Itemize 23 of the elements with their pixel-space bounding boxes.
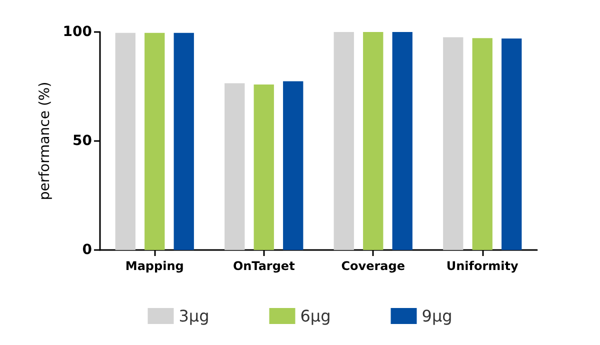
bar (334, 32, 354, 250)
y-axis-title: performance (%) (36, 82, 53, 200)
bar (392, 32, 412, 250)
y-tick-label: 0 (82, 242, 92, 258)
legend-label: 3μg (178, 306, 210, 326)
x-tick-label: Mapping (125, 259, 184, 273)
bar (144, 32, 165, 250)
bar (443, 37, 464, 250)
bar (283, 81, 304, 250)
bar (472, 38, 492, 250)
y-tick-label: 100 (62, 24, 92, 40)
x-tick-label: Coverage (341, 259, 406, 273)
x-tick-label: Uniformity (446, 259, 519, 273)
bar (224, 83, 245, 250)
bar (502, 38, 522, 250)
x-tick-label: OnTarget (232, 259, 296, 273)
bar (115, 32, 136, 250)
legend-label: 6μg (300, 306, 331, 326)
bar (174, 32, 194, 250)
bar (363, 32, 384, 250)
bar (254, 84, 274, 250)
legend-label: 9μg (422, 306, 452, 326)
y-tick-label: 50 (72, 133, 92, 149)
